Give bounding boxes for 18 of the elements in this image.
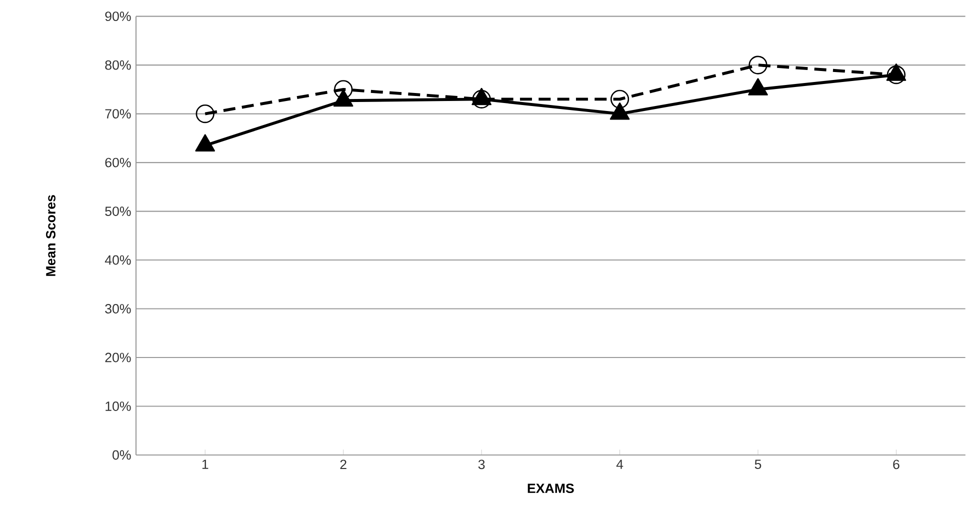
y-tick-label: 0%	[112, 450, 131, 460]
x-tick-label: 2	[340, 460, 346, 470]
x-tick-label: 6	[893, 460, 900, 470]
x-tick-label: 5	[754, 460, 762, 469]
x-tick-label: 4	[616, 460, 624, 469]
x-tick-label: 1	[202, 460, 208, 469]
y-tick-label: 10%	[106, 402, 131, 411]
x-axis-title: EXAMS	[528, 484, 574, 494]
y-tick-label: 60%	[105, 158, 131, 168]
y-tick-label: 20%	[105, 352, 131, 362]
y-tick-label: 80%	[105, 60, 131, 70]
y-axis-title: Mean Scores	[46, 195, 56, 276]
x-tick-label: 3	[478, 460, 485, 470]
y-tick-label: 50%	[105, 206, 131, 216]
y-tick-label: 70%	[105, 109, 131, 119]
y-tick-label: 30%	[105, 304, 131, 314]
y-tick-label: 40%	[104, 255, 131, 265]
y-tick-label: 90%	[105, 12, 131, 22]
